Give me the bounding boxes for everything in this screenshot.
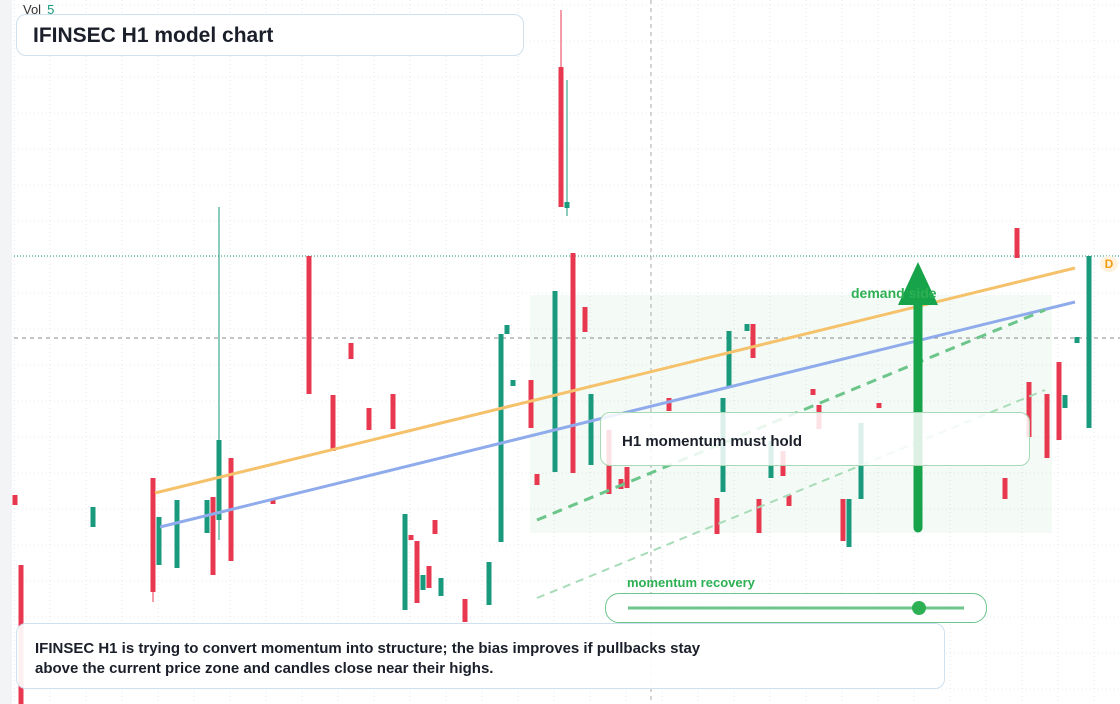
candle-body [1014, 228, 1020, 258]
candle-body [840, 499, 846, 541]
chart-title: IFINSEC H1 model chart [16, 14, 524, 56]
candle-body [510, 380, 516, 386]
hold-callout: H1 momentum must hold [600, 412, 1030, 466]
volume-value: 5 [47, 2, 55, 17]
left-edge [0, 0, 12, 704]
candle-body [426, 566, 432, 588]
candle-body [156, 517, 162, 565]
candle-body [846, 499, 852, 547]
candle-body [810, 389, 816, 395]
candle-body [498, 334, 504, 542]
candle-body [558, 67, 564, 207]
candle-body [1062, 395, 1068, 408]
candle-body [486, 562, 492, 605]
candle-body [12, 495, 18, 505]
demand-arrow-head [898, 262, 938, 305]
candle-body [1026, 382, 1032, 437]
volume-label: Vol [23, 2, 42, 17]
candle-body [414, 541, 420, 603]
candle-body [588, 394, 594, 465]
candle-body [1086, 256, 1092, 428]
summary-text: IFINSEC H1 is trying to convert momentum… [35, 640, 701, 677]
candle-body [726, 331, 732, 387]
candle-body [1074, 337, 1080, 343]
candle-body [876, 403, 882, 408]
candle-body [366, 408, 372, 430]
zone-label: demand side [851, 285, 937, 301]
candle-body [528, 380, 534, 428]
candle-body [408, 535, 414, 540]
candle-body [270, 499, 276, 504]
candle-body [210, 497, 216, 575]
recovery-label: momentum recovery [627, 575, 755, 590]
candle-body [756, 499, 762, 533]
candle-body [348, 343, 354, 359]
candle-body [462, 599, 468, 622]
candle-body [786, 495, 792, 506]
candle-body [750, 324, 756, 358]
volume-legend: Vol 5 [23, 2, 54, 17]
slider-knob [912, 601, 926, 615]
price-marker: D [1100, 256, 1118, 272]
candle-body [564, 202, 570, 208]
candle-body [390, 394, 396, 429]
candle-body [744, 324, 750, 331]
candle-body [504, 325, 510, 334]
candle-body [432, 520, 438, 534]
summary-box: IFINSEC H1 is trying to convert momentum… [16, 623, 945, 689]
candle-body [552, 291, 558, 472]
candle-body [330, 395, 336, 451]
candle-body [306, 256, 312, 394]
candle-body [1044, 394, 1050, 458]
candle-body [624, 467, 630, 488]
candle-body [402, 514, 408, 610]
candle-body [90, 507, 96, 527]
candles [12, 10, 1092, 704]
candle-body [714, 498, 720, 534]
candle-body [534, 474, 540, 485]
candle-body [150, 478, 156, 592]
candle-body [420, 575, 426, 590]
recovery-slider [605, 593, 987, 623]
candle-body [1002, 478, 1008, 499]
candle-body [1056, 362, 1062, 440]
candle-body [582, 307, 588, 332]
candle-body [174, 500, 180, 568]
candle-body [216, 440, 222, 520]
candle-body [570, 253, 576, 473]
recovery-line [536, 389, 1046, 599]
candle-body [666, 398, 672, 411]
candle-body [438, 578, 444, 596]
slider-track [628, 601, 964, 615]
